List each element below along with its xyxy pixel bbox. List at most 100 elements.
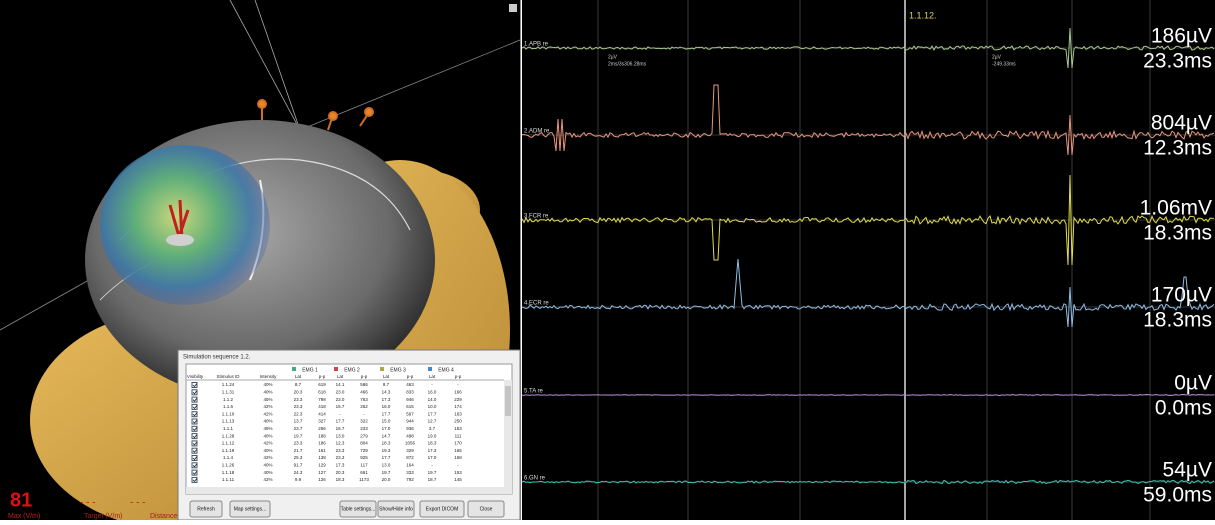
cell: 111 <box>455 433 462 438</box>
cell: 925 <box>360 455 368 460</box>
cell: 618 <box>318 389 326 394</box>
cell: 3.7 <box>429 426 436 431</box>
button-label: Table settings... <box>341 506 376 512</box>
cell: 42% <box>263 404 272 409</box>
label: Target (V/m) <box>84 513 123 520</box>
cell: 8.7 <box>295 382 302 387</box>
cell: 463 <box>406 382 414 387</box>
cell: 17.7 <box>382 455 391 460</box>
cell: 19.7 <box>382 470 391 475</box>
cell: 40% <box>263 462 272 467</box>
cell: 1.1.18 <box>222 470 235 475</box>
latency: 0.0ms <box>1155 397 1212 420</box>
column-subheader: Lat <box>429 374 436 379</box>
cell: 17.3 <box>382 397 391 402</box>
cell: 40% <box>263 419 272 424</box>
cell: 10.0 <box>428 404 437 409</box>
cell: 661 <box>360 470 368 475</box>
cell: 329 <box>406 448 414 453</box>
scrollbar[interactable] <box>505 386 511 416</box>
cell: 18.3 <box>382 441 391 446</box>
cell: 15.7 <box>336 404 345 409</box>
cell: 15.0 <box>382 419 391 424</box>
cell: 944 <box>406 419 414 424</box>
cell: 164 <box>406 462 414 467</box>
latency: 18.3ms <box>1143 222 1212 245</box>
cell: 1.1.28 <box>222 433 235 438</box>
column-header: Visibility <box>187 374 204 379</box>
screen: 81 - - - - - - Max (V/m) Target (V/m) Di… <box>0 0 1215 520</box>
latency: 12.3ms <box>1143 137 1212 160</box>
channel-name: 3.FCR re <box>524 214 549 220</box>
cell: 153 <box>454 470 462 475</box>
cell: 25.3 <box>294 455 303 460</box>
cell: 17.3 <box>336 462 345 467</box>
cell: 117 <box>360 462 368 467</box>
cell: 872 <box>406 455 414 460</box>
cell: 1.1.11 <box>222 477 235 482</box>
cell: 1.1.10 <box>222 411 235 416</box>
cell: 1173 <box>359 477 369 482</box>
table <box>186 364 512 494</box>
cell: 418 <box>318 404 326 409</box>
button-label: Close <box>480 506 493 512</box>
cell: 22.3 <box>294 411 303 416</box>
cell: 166 <box>454 389 462 394</box>
cell: 24.3 <box>294 470 303 475</box>
column-subheader: p-p <box>361 374 368 379</box>
column-header: Intensity <box>260 374 278 379</box>
cell: 42% <box>263 477 272 482</box>
cell: 1.1.1 <box>223 426 234 431</box>
column-subheader: p-p <box>407 374 414 379</box>
marker-label: 1.1.12. <box>909 10 937 20</box>
column-subheader: Lat <box>337 374 344 379</box>
button-label: Export DICOM <box>426 506 459 512</box>
button-label: Refresh <box>197 506 215 512</box>
cell: 279 <box>360 433 368 438</box>
column-header: EMG 1 <box>302 367 318 373</box>
cell: 17.3 <box>428 448 437 453</box>
channel-name: 1.APB re <box>524 42 549 48</box>
cell: 40% <box>263 470 272 475</box>
channel-name: 4.ECR re <box>524 301 549 307</box>
cell: 13.0 <box>382 462 391 467</box>
cell: 23.3 <box>294 441 303 446</box>
cell: 619 <box>318 382 326 387</box>
cell: 1.1.12 <box>222 441 235 446</box>
cell: 186 <box>318 441 326 446</box>
cell: 615 <box>406 404 414 409</box>
amplitude: 54µV <box>1163 459 1212 482</box>
cell: 161 <box>318 448 326 453</box>
emg-swatch <box>292 367 296 371</box>
cell: 126 <box>318 477 326 482</box>
cell: 792 <box>406 477 414 482</box>
column-header: EMG 2 <box>344 367 360 373</box>
emg-bg <box>522 0 1215 520</box>
cell: 138 <box>318 455 326 460</box>
cell: 17.7 <box>336 419 345 424</box>
trace-note: 2µV <box>608 54 618 60</box>
cell: 13.0 <box>336 433 345 438</box>
column-header: Stimulus ID <box>216 374 240 379</box>
cell: 19.7 <box>428 470 437 475</box>
cell: 19.0 <box>428 433 437 438</box>
cell: 153 <box>454 426 462 431</box>
cell: 1.1.26 <box>222 462 235 467</box>
cell: 170 <box>454 441 462 446</box>
button-label: Map settings... <box>234 506 267 512</box>
cell: 14.3 <box>382 389 391 394</box>
cell: 23.3 <box>336 455 345 460</box>
cell: 1056 <box>405 441 416 446</box>
trace-note: -249.33ms <box>992 61 1016 67</box>
cell: 1.1.31 <box>222 389 235 394</box>
cell: 23.0 <box>336 397 345 402</box>
cell: 1.1.6 <box>223 404 234 409</box>
dashes: - - - <box>130 498 146 509</box>
cell: 9.9 <box>295 477 302 482</box>
label: Distance <box>150 513 177 520</box>
cell: 17.0 <box>428 455 437 460</box>
dialog: Simulation sequence 1.2. EMG 1Latp-pEMG … <box>178 350 520 520</box>
cell: 40% <box>263 382 272 387</box>
cell: 498 <box>406 433 414 438</box>
latency: 59.0ms <box>1143 484 1212 507</box>
